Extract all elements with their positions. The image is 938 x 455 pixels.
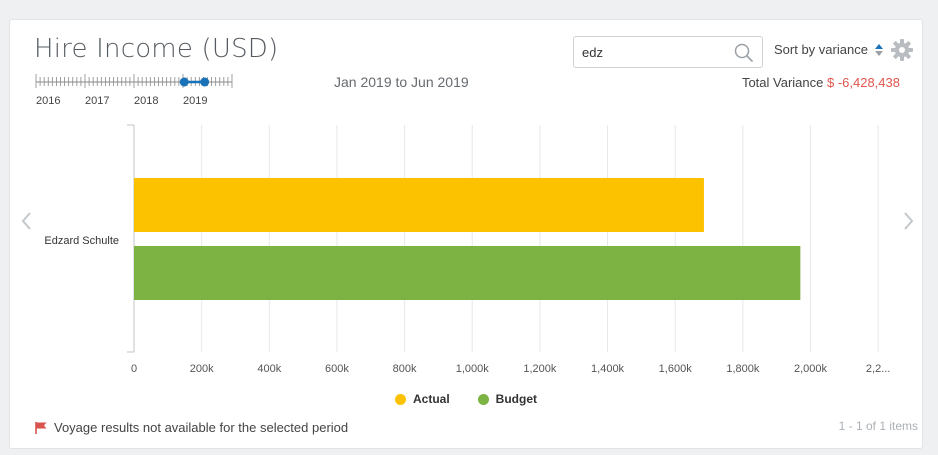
x-tick-label: 2,000k xyxy=(794,363,828,375)
legend-swatch-budget xyxy=(477,393,489,405)
timeline-year-label: 2019 xyxy=(183,95,207,107)
pager-info: 1 - 1 of 1 items xyxy=(838,419,918,433)
legend-item-budget[interactable]: Budget xyxy=(477,392,537,406)
page-title: Hire Income (USD) xyxy=(34,34,279,64)
x-tick-label: 400k xyxy=(257,363,281,375)
chart-card: Hire Income (USD) 2016 2017 2018 2019 Jan 2… xyxy=(9,19,923,449)
chevron-left-icon[interactable] xyxy=(19,210,33,232)
flag-icon xyxy=(35,421,47,434)
x-tick-label: 200k xyxy=(190,363,214,375)
sort-caret-icon[interactable] xyxy=(874,43,884,57)
gear-icon[interactable] xyxy=(890,38,914,62)
x-tick-label: 1,600k xyxy=(659,363,693,375)
bar-chart: 0 200k 400k 600k 800k 1,000k 1,200k 1,400k 1,600… xyxy=(44,124,890,375)
variance-value: $ -6,428,438 xyxy=(826,75,900,90)
x-tick-label: 1,800k xyxy=(726,363,760,375)
total-variance: Total Variance $ -6,428,438 xyxy=(742,75,900,90)
footer-note: Voyage results not available for the sel… xyxy=(34,420,348,435)
chart-legend: Actual Budget xyxy=(10,392,922,406)
search-input[interactable] xyxy=(582,42,732,62)
x-tick-label: 0 xyxy=(131,363,137,375)
legend-item-actual[interactable]: Actual xyxy=(394,392,450,406)
timeline-handle-end[interactable] xyxy=(200,77,210,87)
x-tick-label: 1,000k xyxy=(456,363,490,375)
timeline-handle-start[interactable] xyxy=(179,77,189,87)
x-tick-label: 600k xyxy=(325,363,349,375)
category-label: Edzard Schulte xyxy=(44,235,119,247)
legend-label-budget: Budget xyxy=(495,392,537,406)
timeline-year-label: 2016 xyxy=(36,95,60,107)
footer-note-text: Voyage results not available for the sel… xyxy=(54,420,349,435)
chevron-right-icon[interactable] xyxy=(902,210,916,232)
period-label: Jan 2019 to Jun 2019 xyxy=(334,74,469,90)
timeline-year-label: 2018 xyxy=(134,95,158,107)
search-box[interactable] xyxy=(573,36,763,68)
x-tick-label: 1,400k xyxy=(591,363,625,375)
x-tick-label: 1,200k xyxy=(523,363,557,375)
x-tick-label: 2,2... xyxy=(866,363,890,375)
bar-actual[interactable] xyxy=(134,178,704,232)
sort-dropdown[interactable]: Sort by variance xyxy=(774,42,884,57)
legend-swatch-actual xyxy=(394,393,406,405)
variance-label: Total Variance xyxy=(741,75,824,90)
search-icon[interactable] xyxy=(734,43,754,63)
timeline-year-label: 2017 xyxy=(85,95,109,107)
legend-label-actual: Actual xyxy=(412,392,450,406)
bar-budget[interactable] xyxy=(134,246,801,300)
year-timeline-slider[interactable]: 2016 2017 2018 2019 xyxy=(34,70,234,110)
sort-label: Sort by variance xyxy=(774,42,868,57)
x-tick-label: 800k xyxy=(393,363,417,375)
